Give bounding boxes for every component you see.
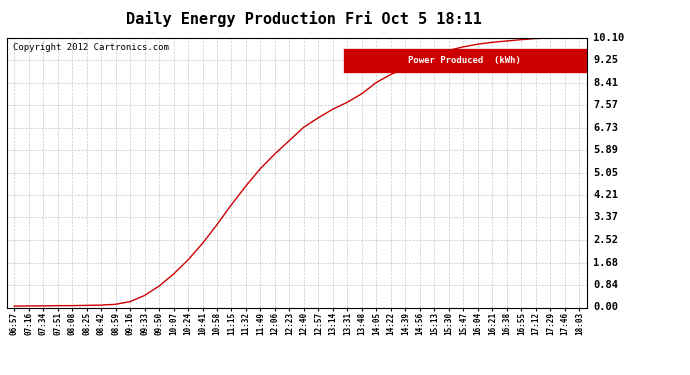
- Text: 8.41: 8.41: [593, 78, 618, 88]
- Text: 9.25: 9.25: [593, 55, 618, 65]
- Text: 0.00: 0.00: [593, 303, 618, 312]
- FancyBboxPatch shape: [343, 48, 586, 73]
- Text: 10.10: 10.10: [593, 33, 624, 42]
- Text: 3.37: 3.37: [593, 212, 618, 222]
- Text: 4.21: 4.21: [593, 190, 618, 200]
- Text: 2.52: 2.52: [593, 235, 618, 245]
- Text: Copyright 2012 Cartronics.com: Copyright 2012 Cartronics.com: [12, 43, 168, 52]
- Text: 0.84: 0.84: [593, 280, 618, 290]
- Text: Power Produced  (kWh): Power Produced (kWh): [408, 56, 521, 65]
- Text: 7.57: 7.57: [593, 100, 618, 110]
- Text: 1.68: 1.68: [593, 258, 618, 268]
- Text: 5.89: 5.89: [593, 145, 618, 155]
- Text: 5.05: 5.05: [593, 168, 618, 177]
- Text: Daily Energy Production Fri Oct 5 18:11: Daily Energy Production Fri Oct 5 18:11: [126, 11, 482, 27]
- Text: 6.73: 6.73: [593, 123, 618, 133]
